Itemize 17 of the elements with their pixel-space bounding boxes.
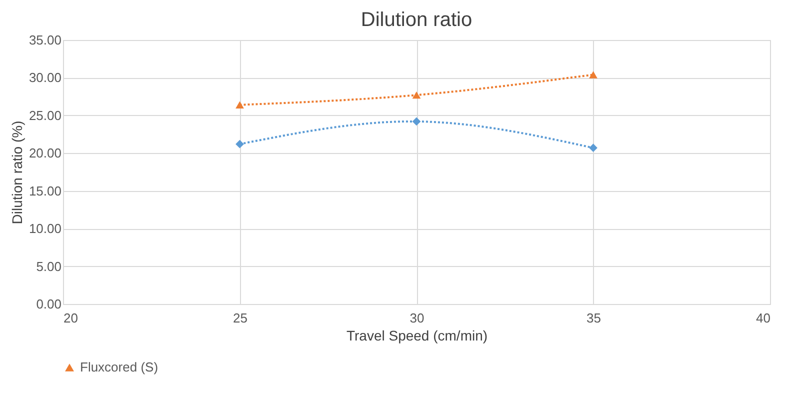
y-tick-label: 5.00 xyxy=(36,258,62,274)
y-tick-label: 25.00 xyxy=(28,108,62,123)
x-tick-label: 40 xyxy=(756,310,770,326)
legend-label: Fluxcored (S) xyxy=(80,360,158,374)
x-axis-title: Travel Speed (cm/min) xyxy=(346,328,488,344)
x-tick-label: 30 xyxy=(410,310,424,326)
y-axis-title: Dilution ratio (%) xyxy=(8,120,25,224)
y-tick-label: 15.00 xyxy=(28,183,62,198)
y-tick-label: 10.00 xyxy=(28,221,62,236)
y-tick-label: 35.00 xyxy=(28,32,62,48)
x-tick-label: 35 xyxy=(586,310,601,326)
x-tick-label: 25 xyxy=(233,310,248,326)
y-tick-label: 30.00 xyxy=(28,70,62,86)
y-tick-label: 0.00 xyxy=(36,296,62,312)
chart-title: Dilution ratio xyxy=(360,9,472,31)
y-tick-label: 20.00 xyxy=(28,146,62,161)
x-tick-label: 20 xyxy=(64,310,78,326)
